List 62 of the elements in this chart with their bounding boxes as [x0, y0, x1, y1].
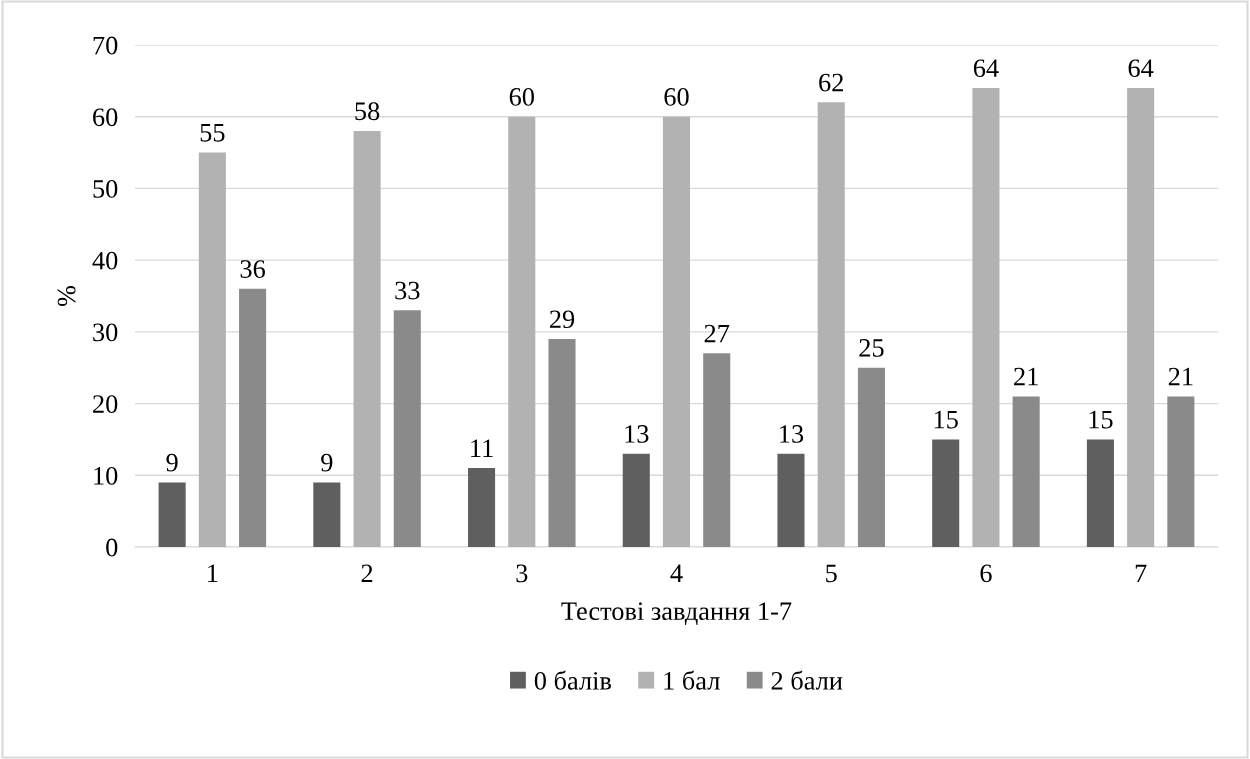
bar: [1127, 88, 1155, 547]
bar: [622, 453, 650, 547]
y-axis-title: %: [57, 285, 76, 307]
data-label: 27: [704, 324, 730, 343]
x-axis-title: Тестові завдання 1-7: [561, 602, 792, 625]
bar: [468, 468, 496, 547]
bar: [857, 367, 885, 547]
bar: [1012, 396, 1040, 547]
y-tick-label: 10: [94, 466, 118, 485]
data-label: 25: [859, 339, 884, 357]
x-tick-label: 7: [1135, 564, 1147, 582]
bar: [932, 439, 960, 547]
y-tick-label: 20: [93, 395, 118, 413]
bar: [393, 310, 421, 547]
data-label: 21: [1168, 367, 1193, 386]
y-tick-label: 50: [93, 180, 118, 198]
data-label: 15: [1089, 410, 1113, 429]
data-label: 64: [973, 59, 999, 78]
y-tick-label: 0: [106, 538, 118, 557]
y-tick-label: 70: [93, 36, 118, 55]
data-label: 9: [166, 453, 178, 472]
data-label: 64: [1128, 59, 1154, 78]
data-label: 60: [664, 87, 689, 106]
data-label: 58: [355, 102, 380, 121]
data-label: 33: [395, 281, 420, 300]
data-label: 55: [200, 124, 225, 142]
data-label: 62: [819, 73, 843, 92]
bar: [662, 116, 691, 547]
x-tick-label: 4: [670, 564, 683, 582]
bar: [198, 152, 226, 547]
data-label: 13: [625, 425, 649, 443]
legend-label: 1 бал: [664, 670, 720, 690]
y-tick-label: 40: [92, 251, 118, 270]
bar: [1167, 396, 1195, 547]
data-label: 21: [1014, 367, 1038, 386]
bar: [817, 102, 845, 547]
data-label: 36: [240, 260, 265, 278]
bar: [972, 88, 1000, 547]
data-label: 13: [780, 425, 804, 443]
bar: [313, 482, 341, 547]
data-label: 15: [934, 410, 958, 429]
data-label: 11: [471, 439, 493, 457]
y-tick-label: 30: [93, 323, 118, 342]
bar: [703, 353, 731, 547]
x-tick-label: 3: [516, 564, 528, 583]
bar: [1086, 439, 1114, 547]
bar: [508, 116, 536, 547]
bar: [158, 482, 186, 547]
bar: [353, 131, 381, 547]
legend-label: 0 балів: [534, 670, 611, 690]
bar: [239, 288, 267, 547]
data-label: 60: [509, 87, 534, 106]
bar: [548, 339, 576, 547]
x-tick-label: 5: [826, 564, 837, 583]
x-tick-label: 6: [980, 564, 992, 583]
y-tick-label: 60: [93, 108, 118, 127]
bar: [777, 453, 805, 547]
x-tick-label: 2: [361, 564, 373, 582]
legend-label: 2 бали: [771, 670, 843, 690]
data-label: 9: [321, 453, 333, 472]
data-label: 29: [549, 310, 575, 329]
x-tick-label: 1: [208, 564, 218, 582]
